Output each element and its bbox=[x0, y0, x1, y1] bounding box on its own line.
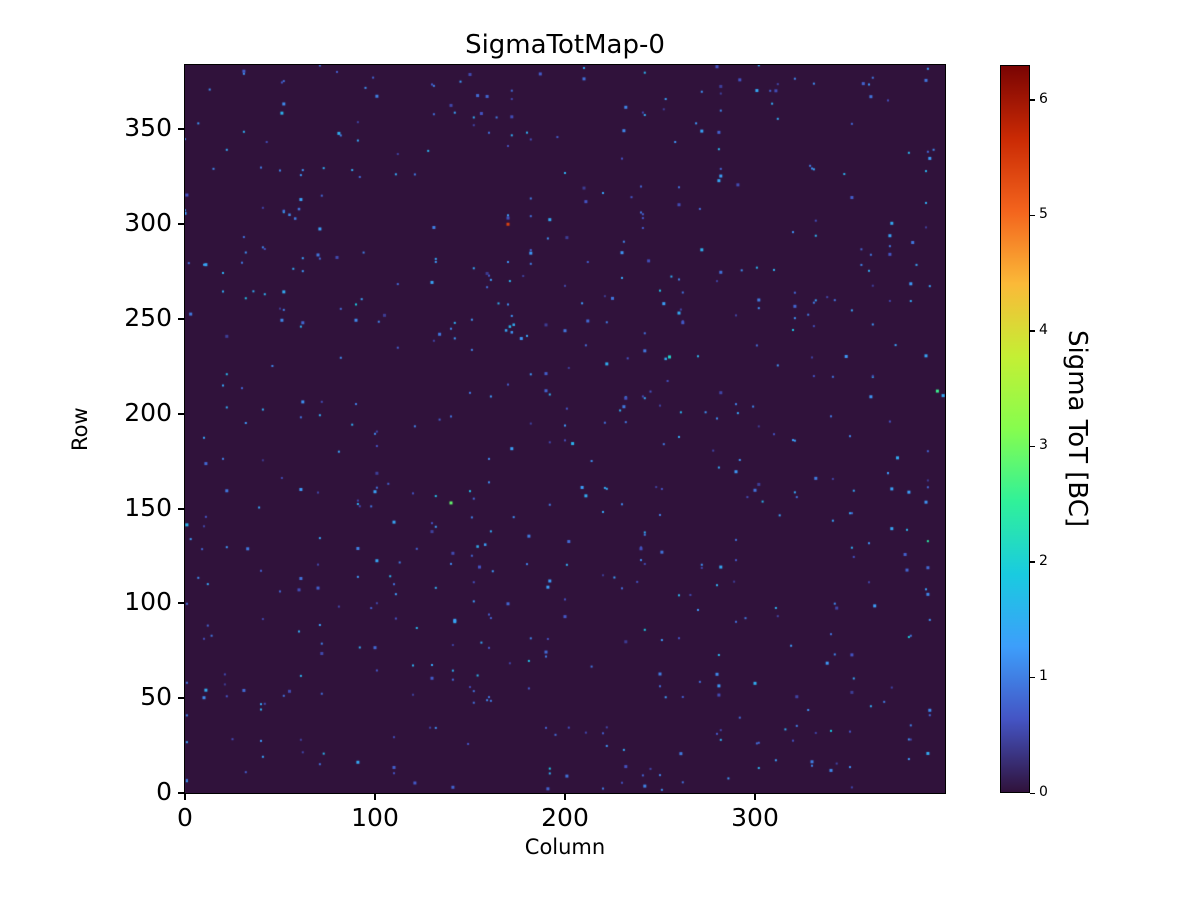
colorbar-tick-mark bbox=[1030, 99, 1035, 101]
y-tick-mark bbox=[178, 507, 185, 510]
y-tick-label: 0 bbox=[156, 777, 172, 806]
colorbar-tick-label: 3 bbox=[1039, 437, 1048, 454]
y-tick-mark bbox=[178, 128, 185, 131]
y-tick-mark bbox=[178, 223, 185, 226]
y-tick-label: 50 bbox=[140, 682, 172, 712]
chart-title: SigmaTotMap-0 bbox=[465, 30, 665, 60]
x-tick-mark bbox=[754, 793, 756, 800]
colorbar-tick-label: 1 bbox=[1039, 668, 1048, 685]
y-tick-mark bbox=[178, 412, 185, 415]
x-tick-label: 200 bbox=[541, 803, 589, 832]
y-tick-label: 250 bbox=[124, 303, 172, 333]
colorbar bbox=[1000, 65, 1030, 793]
colorbar-tick-mark bbox=[1030, 561, 1035, 563]
colorbar-tick-mark bbox=[1030, 330, 1035, 332]
colorbar-tick-mark bbox=[1030, 214, 1035, 217]
y-tick-label: 300 bbox=[124, 208, 172, 238]
y-axis-label: Row bbox=[68, 407, 92, 451]
y-tick-mark bbox=[178, 318, 185, 321]
heatmap-canvas bbox=[184, 64, 946, 794]
y-tick-label: 200 bbox=[124, 397, 172, 427]
y-tick-mark bbox=[178, 602, 185, 605]
colorbar-tick-mark bbox=[1030, 445, 1035, 448]
x-tick-label: 300 bbox=[731, 803, 779, 832]
y-tick-label: 150 bbox=[124, 492, 172, 522]
colorbar-tick-mark bbox=[1030, 792, 1035, 794]
colorbar-tick-label: 4 bbox=[1039, 321, 1048, 338]
colorbar-tick-label: 5 bbox=[1039, 206, 1048, 223]
y-tick-label: 350 bbox=[124, 113, 172, 143]
colorbar-label: Sigma ToT [BC] bbox=[1062, 330, 1092, 528]
x-tick-label: 0 bbox=[177, 803, 193, 832]
colorbar-tick-mark bbox=[1030, 676, 1035, 679]
colorbar-tick-label: 2 bbox=[1039, 552, 1048, 569]
x-tick-mark bbox=[374, 793, 376, 800]
y-tick-mark bbox=[178, 792, 185, 794]
colorbar-tick-label: 6 bbox=[1039, 90, 1048, 107]
x-axis-label: Column bbox=[524, 835, 606, 859]
x-tick-mark bbox=[184, 793, 186, 800]
colorbar-tick-label: 0 bbox=[1039, 784, 1048, 800]
y-tick-label: 100 bbox=[124, 587, 172, 617]
x-tick-mark bbox=[564, 793, 566, 800]
y-tick-mark bbox=[178, 697, 185, 700]
x-tick-label: 100 bbox=[351, 803, 399, 832]
